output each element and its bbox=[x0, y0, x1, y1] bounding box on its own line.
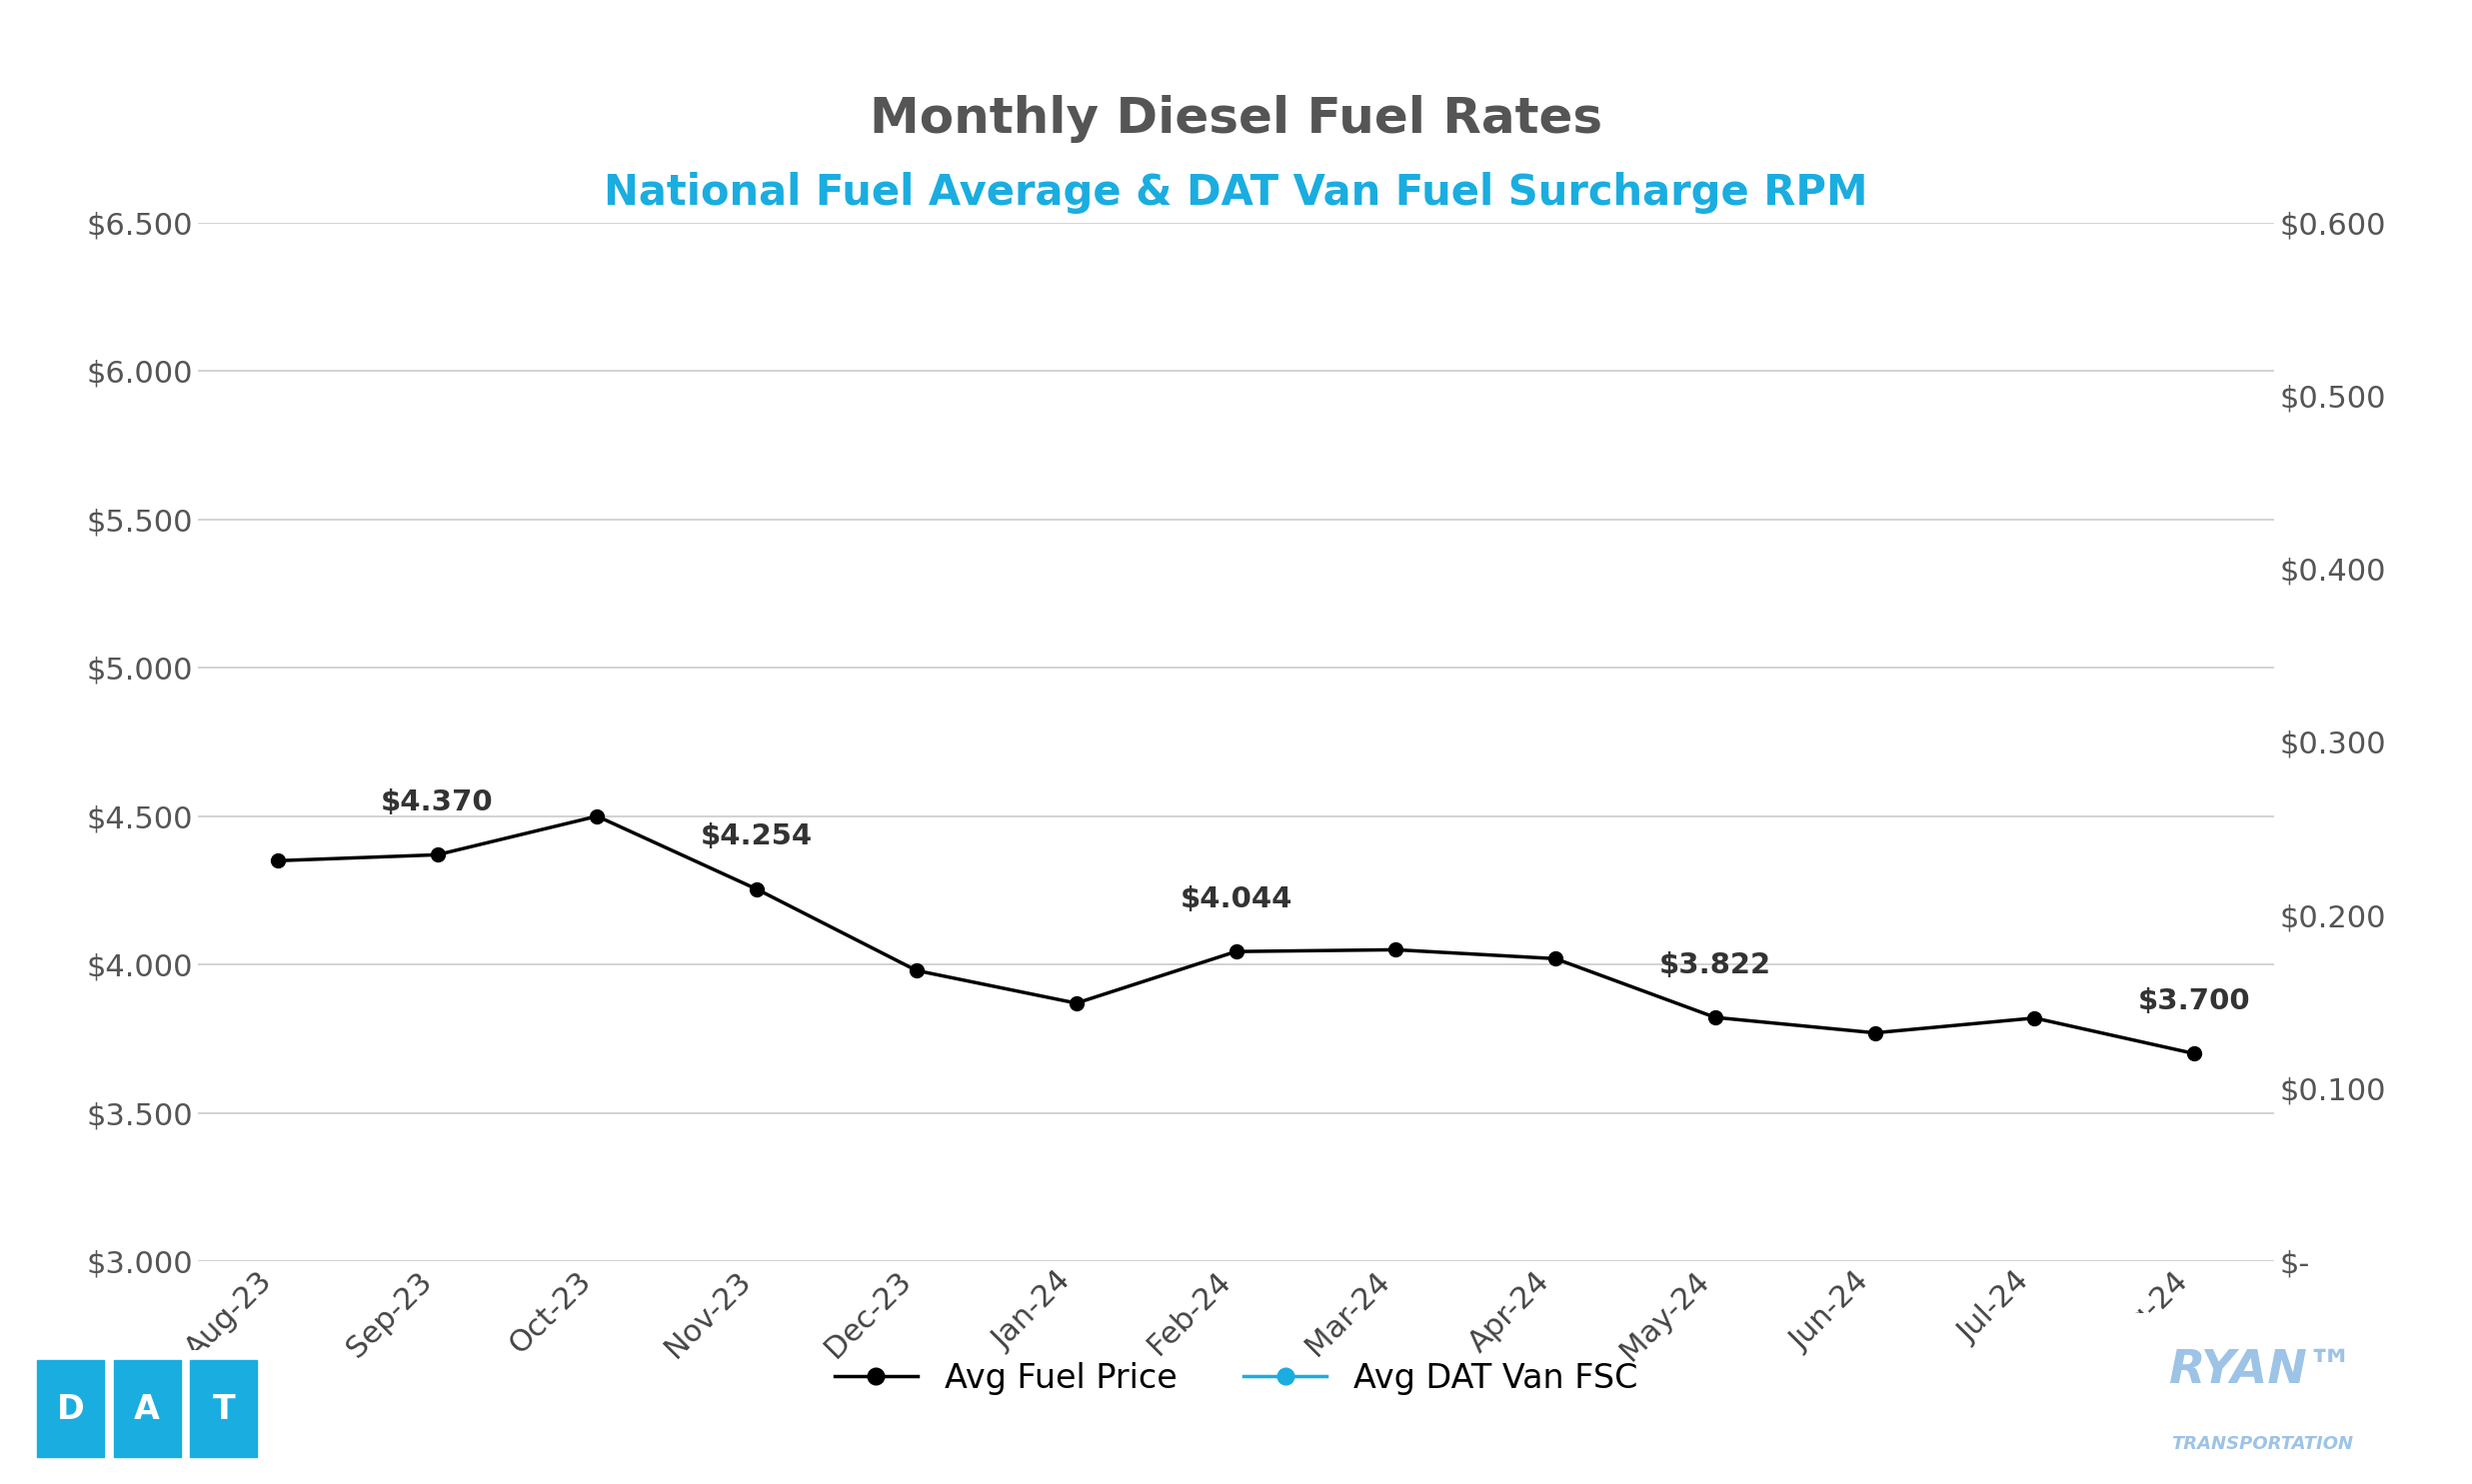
Avg Fuel Price bbox=[262, 852, 292, 870]
Legend: Avg Fuel Price, Avg DAT Van FSC: Avg Fuel Price, Avg DAT Van FSC bbox=[821, 1349, 1651, 1408]
Avg Fuel Price bbox=[1382, 941, 1412, 959]
Avg Fuel Price bbox=[2180, 1045, 2210, 1063]
Text: $3.822: $3.822 bbox=[1659, 951, 1772, 979]
Avg Fuel Price bbox=[2020, 1009, 2049, 1027]
Avg Fuel Price bbox=[1701, 1009, 1730, 1027]
Text: $4.044: $4.044 bbox=[1179, 884, 1293, 913]
Avg Fuel Price bbox=[583, 807, 613, 825]
Text: $3.700: $3.700 bbox=[2138, 987, 2250, 1015]
Avg Fuel Price bbox=[1221, 942, 1251, 960]
Avg Fuel Price bbox=[1060, 994, 1090, 1012]
Text: RYAN™: RYAN™ bbox=[2170, 1347, 2353, 1393]
Avg Fuel Price bbox=[902, 962, 932, 979]
Text: $4.254: $4.254 bbox=[700, 822, 813, 850]
Text: Monthly Diesel Fuel Rates: Monthly Diesel Fuel Rates bbox=[870, 95, 1602, 142]
Avg Fuel Price bbox=[1540, 950, 1570, 968]
Text: T: T bbox=[213, 1393, 235, 1426]
Text: $4.370: $4.370 bbox=[381, 788, 494, 816]
Text: D: D bbox=[57, 1393, 84, 1426]
Avg Fuel Price bbox=[1859, 1024, 1889, 1042]
Line: Avg Fuel Price: Avg Fuel Price bbox=[269, 809, 2203, 1061]
Text: TRANSPORTATION: TRANSPORTATION bbox=[2170, 1435, 2353, 1453]
Text: A: A bbox=[133, 1393, 161, 1426]
Avg Fuel Price bbox=[423, 846, 452, 864]
Bar bbox=[114, 1359, 180, 1457]
Text: National Fuel Average & DAT Van Fuel Surcharge RPM: National Fuel Average & DAT Van Fuel Sur… bbox=[603, 172, 1869, 214]
Bar bbox=[37, 1359, 104, 1457]
Bar bbox=[190, 1359, 257, 1457]
Avg Fuel Price bbox=[742, 880, 771, 898]
